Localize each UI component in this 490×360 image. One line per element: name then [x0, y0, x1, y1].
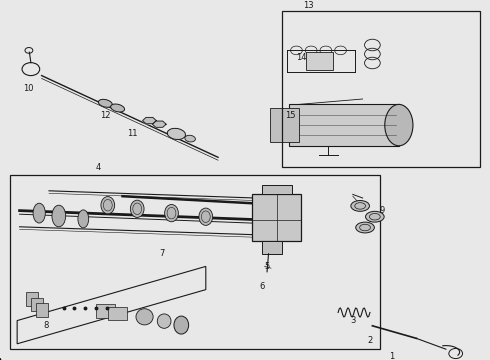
Bar	[31, 298, 43, 311]
Bar	[262, 185, 292, 194]
Text: 6: 6	[260, 282, 265, 291]
Bar	[252, 194, 301, 241]
Bar	[26, 292, 38, 306]
Bar	[262, 241, 282, 254]
Text: 9: 9	[380, 206, 385, 215]
Bar	[270, 108, 299, 142]
Ellipse shape	[52, 205, 66, 227]
Ellipse shape	[111, 104, 124, 112]
Ellipse shape	[185, 135, 196, 142]
Ellipse shape	[351, 201, 369, 211]
Bar	[108, 307, 127, 320]
Polygon shape	[152, 121, 166, 127]
Ellipse shape	[78, 210, 89, 228]
Ellipse shape	[199, 208, 213, 225]
Bar	[306, 52, 333, 70]
Ellipse shape	[136, 309, 153, 325]
Text: 3: 3	[350, 316, 355, 325]
Text: 13: 13	[303, 1, 314, 10]
Text: 1: 1	[390, 352, 394, 360]
Ellipse shape	[167, 128, 186, 140]
Ellipse shape	[33, 203, 45, 223]
Text: 11: 11	[127, 129, 138, 138]
Text: 2: 2	[368, 336, 372, 345]
Bar	[10, 175, 380, 349]
Text: 5: 5	[265, 262, 270, 271]
Text: 7: 7	[159, 249, 164, 258]
Text: 12: 12	[100, 111, 111, 120]
Text: 4: 4	[96, 163, 100, 172]
Ellipse shape	[165, 204, 178, 222]
Text: 15: 15	[285, 111, 296, 120]
Text: 14: 14	[296, 53, 307, 62]
Bar	[96, 304, 115, 318]
Ellipse shape	[356, 222, 374, 233]
Ellipse shape	[130, 200, 144, 217]
Polygon shape	[143, 117, 156, 124]
Text: 10: 10	[23, 84, 34, 93]
Ellipse shape	[98, 99, 112, 107]
Ellipse shape	[174, 316, 189, 334]
Ellipse shape	[101, 197, 115, 214]
Ellipse shape	[366, 211, 384, 222]
FancyArrow shape	[0, 359, 1, 360]
Text: 8: 8	[43, 321, 48, 330]
Ellipse shape	[385, 104, 413, 146]
Bar	[36, 303, 48, 317]
Ellipse shape	[157, 314, 171, 328]
Bar	[282, 11, 480, 167]
Bar	[289, 104, 399, 146]
